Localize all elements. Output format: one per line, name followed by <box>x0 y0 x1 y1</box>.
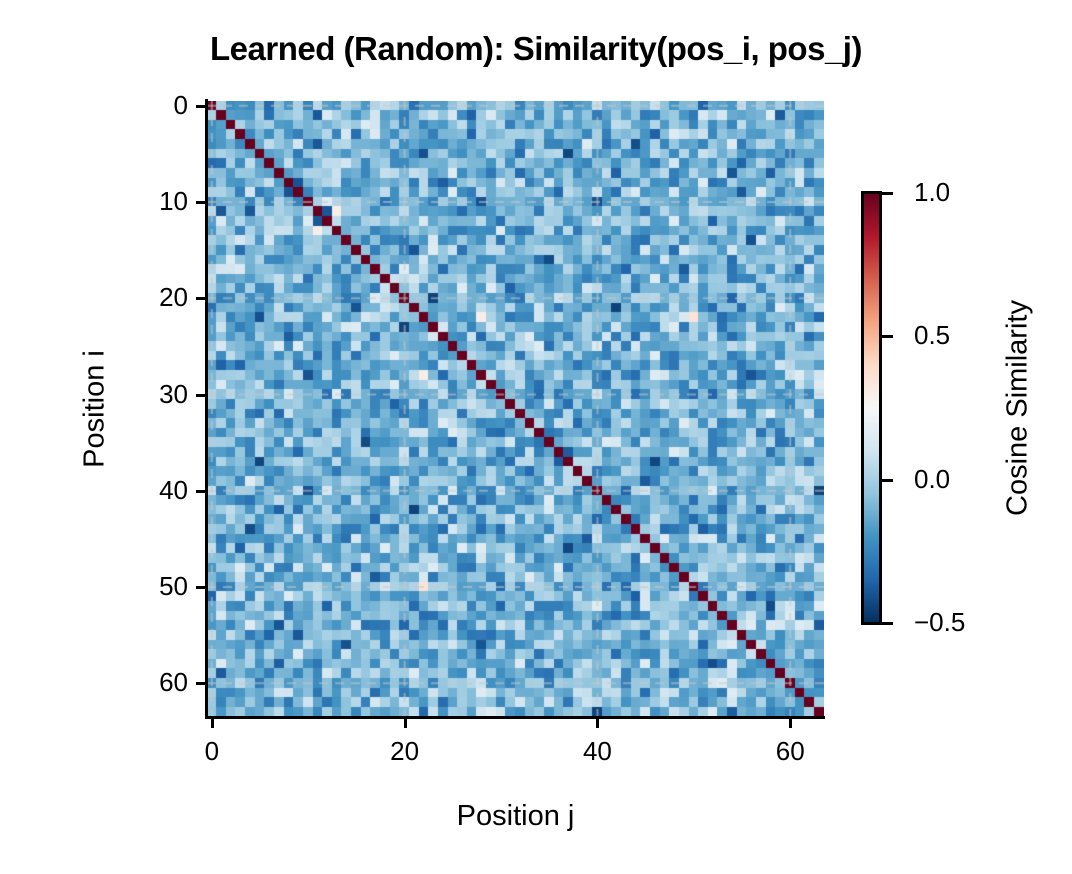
x-tick-label: 60 <box>775 736 805 766</box>
y-tick-label: 20 <box>159 282 188 313</box>
colorbar-tick-label: 1.0 <box>914 177 951 207</box>
y-tick-mark <box>196 682 206 686</box>
y-tick-label: 60 <box>159 667 188 698</box>
y-tick-label: 40 <box>159 474 188 505</box>
x-axis-spine <box>205 716 825 719</box>
y-tick-label: 0 <box>173 89 188 120</box>
y-tick-mark <box>196 393 206 397</box>
y-tick-label: 10 <box>159 186 188 217</box>
y-tick-mark <box>196 586 206 590</box>
heatmap-canvas <box>207 101 824 717</box>
y-tick-label: 30 <box>159 378 188 409</box>
y-tick-mark <box>196 104 206 108</box>
x-tick-mark <box>789 718 793 728</box>
y-tick-label: 50 <box>159 571 188 602</box>
x-tick-mark <box>403 718 407 728</box>
colorbar-tick-mark <box>882 335 893 339</box>
y-tick-mark <box>196 489 206 493</box>
x-tick-mark <box>210 718 214 728</box>
chart-title: Learned (Random): Similarity(pos_i, pos_… <box>210 30 862 67</box>
y-tick-mark <box>196 201 206 205</box>
heatmap-plot-area <box>207 101 824 717</box>
colorbar-tick-label: 0.5 <box>914 320 951 351</box>
colorbar-tick-mark <box>882 478 893 482</box>
y-axis-title: Position i <box>78 350 111 468</box>
x-tick-label: 40 <box>582 736 612 766</box>
colorbar-title: Cosine Similarity <box>1001 300 1034 516</box>
colorbar-tick-mark <box>882 622 893 625</box>
colorbar <box>861 191 882 625</box>
x-tick-label: 0 <box>204 736 220 766</box>
y-tick-mark <box>196 297 206 301</box>
colorbar-tick-label: 0.0 <box>914 463 951 494</box>
x-tick-mark <box>596 718 600 728</box>
x-axis-title: Position j <box>456 800 575 832</box>
x-tick-label: 20 <box>390 736 420 766</box>
y-axis-spine <box>205 99 208 719</box>
colorbar-tick-label: −0.5 <box>914 607 966 637</box>
colorbar-tick-mark <box>882 192 893 195</box>
